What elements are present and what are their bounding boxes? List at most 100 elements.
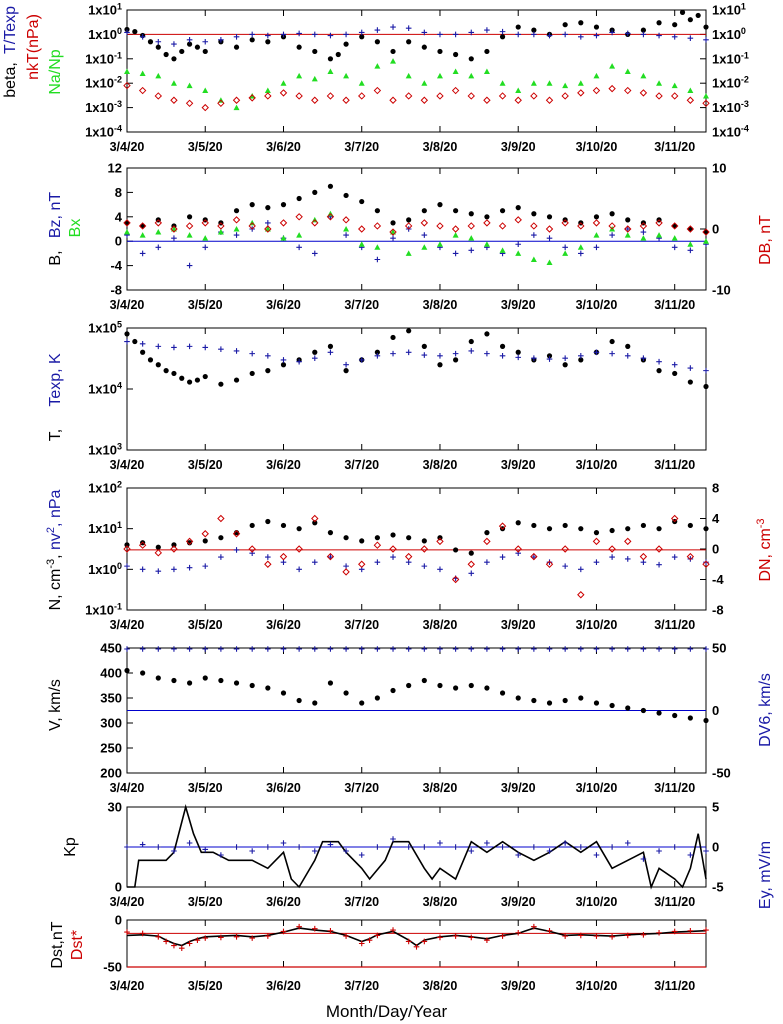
- data-point: [155, 544, 161, 550]
- data-point: [453, 547, 459, 553]
- data-point: [249, 682, 255, 689]
- data-point: [233, 44, 240, 50]
- data-point: [639, 89, 648, 97]
- data-point: [390, 58, 397, 64]
- data-point: [404, 92, 413, 100]
- right-tick-label: -5: [712, 880, 724, 895]
- data-point: [515, 550, 522, 556]
- data-point: [562, 697, 568, 704]
- axis-label-left: Bz, nT: [47, 192, 64, 238]
- axis-label-left: Na/Np: [47, 49, 64, 94]
- data-point: [312, 189, 318, 195]
- data-point: [484, 48, 490, 55]
- data-point: [624, 537, 632, 546]
- data-point: [687, 241, 694, 247]
- data-point: [484, 27, 490, 33]
- data-point: [639, 222, 648, 230]
- data-point: [140, 670, 146, 676]
- data-point: [280, 235, 287, 241]
- data-point: [640, 355, 647, 361]
- data-point: [468, 72, 475, 79]
- data-point: [249, 646, 255, 652]
- data-point: [640, 856, 647, 862]
- data-point: [545, 225, 554, 233]
- data-point: [218, 646, 224, 652]
- data-point: [452, 350, 459, 357]
- data-point: [327, 68, 334, 75]
- x-tick-label: 3/5/20: [188, 298, 223, 312]
- data-point: [265, 933, 271, 939]
- data-point: [171, 848, 177, 854]
- data-point: [624, 840, 631, 846]
- data-point: [264, 225, 272, 233]
- data-point: [404, 222, 413, 230]
- data-point: [655, 92, 663, 100]
- y-tick-label: 1x10-1: [85, 50, 122, 66]
- data-point: [194, 377, 201, 383]
- series-line: [126, 927, 707, 947]
- data-point: [515, 520, 521, 526]
- data-point: [451, 225, 460, 233]
- data-point: [233, 933, 240, 940]
- data-point: [468, 29, 475, 36]
- x-tick-label: 3/11/20: [654, 298, 695, 312]
- data-point: [562, 244, 568, 251]
- data-point: [155, 44, 161, 50]
- data-point: [593, 24, 600, 30]
- data-point: [499, 646, 506, 652]
- data-point: [374, 535, 380, 541]
- data-point: [531, 923, 537, 930]
- data-point: [179, 48, 185, 55]
- data-point: [578, 566, 584, 573]
- data-point: [499, 28, 506, 35]
- data-point: [186, 840, 193, 846]
- data-point: [311, 96, 319, 104]
- data-point: [593, 32, 600, 39]
- data-point: [436, 241, 443, 247]
- data-point: [484, 350, 490, 357]
- data-point: [155, 568, 162, 574]
- y-tick-label: 1x104: [88, 381, 122, 397]
- data-point: [265, 554, 271, 560]
- data-point: [358, 92, 366, 100]
- data-point: [640, 27, 647, 33]
- data-point: [624, 86, 632, 95]
- data-point: [124, 844, 130, 850]
- data-point: [202, 538, 208, 544]
- data-point: [123, 81, 131, 90]
- data-point: [155, 933, 162, 940]
- data-point: [264, 560, 272, 568]
- data-point: [249, 202, 255, 208]
- data-point: [437, 48, 443, 55]
- axis-label-right: DV6, km/s: [757, 673, 774, 747]
- right-tick-label: 1x10-4: [712, 124, 749, 140]
- y-tick-label: 0: [115, 234, 122, 249]
- data-point: [546, 353, 553, 359]
- data-point: [499, 80, 506, 86]
- data-point: [279, 552, 288, 561]
- data-point: [358, 940, 365, 947]
- data-point: [420, 545, 429, 553]
- data-point: [233, 646, 240, 652]
- data-point: [280, 522, 287, 529]
- data-point: [546, 259, 553, 266]
- data-point: [311, 75, 318, 82]
- data-point: [265, 844, 271, 850]
- data-point: [578, 33, 584, 40]
- data-point: [531, 355, 537, 361]
- data-point: [498, 92, 507, 100]
- data-point: [389, 545, 397, 553]
- data-point: [218, 677, 224, 684]
- data-point: [359, 34, 365, 40]
- right-tick-label: -4: [712, 572, 724, 587]
- data-point: [562, 840, 568, 846]
- data-point: [578, 20, 584, 26]
- data-point: [531, 697, 537, 704]
- data-point: [359, 700, 365, 706]
- data-point: [452, 646, 459, 652]
- data-point: [326, 552, 335, 561]
- x-tick-label: 3/8/20: [423, 298, 458, 312]
- axis-label-right: DB, nT: [757, 215, 774, 265]
- data-point: [515, 852, 522, 858]
- y-tick-label: 1x101: [88, 2, 122, 18]
